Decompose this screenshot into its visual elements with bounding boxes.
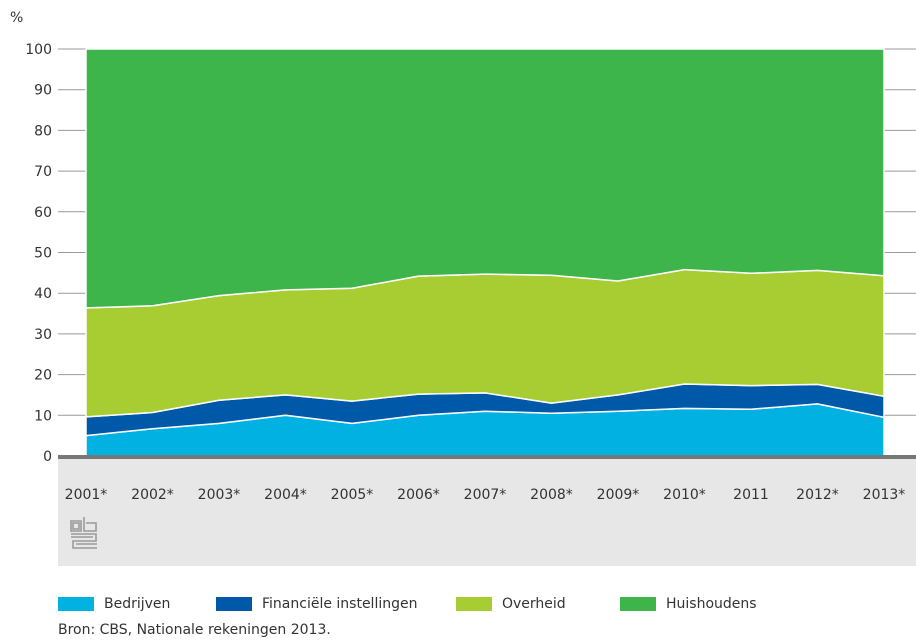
x-tick-label: 2012* bbox=[796, 487, 839, 503]
x-tick-label: 2010* bbox=[663, 487, 706, 503]
y-axis-label: % bbox=[10, 10, 23, 26]
y-tick-label: 0 bbox=[43, 449, 52, 465]
x-tick-label: 2003* bbox=[198, 487, 241, 503]
x-tick-label: 2011 bbox=[733, 487, 769, 503]
y-tick-label: 40 bbox=[34, 286, 52, 302]
area-series bbox=[85, 48, 885, 457]
x-tick-label: 2002* bbox=[131, 487, 174, 503]
x-axis-line bbox=[58, 455, 916, 459]
legend-label: Financiële instellingen bbox=[262, 596, 418, 612]
x-tick-label: 2008* bbox=[530, 487, 573, 503]
legend-label: Overheid bbox=[502, 596, 566, 612]
x-axis-tick-labels: 2001* 2002* 2003* 2004* 2005* 2006* 2007* 2008*… bbox=[65, 487, 906, 503]
y-tick-label: 70 bbox=[34, 164, 52, 180]
area-huishoudens bbox=[85, 48, 885, 309]
x-tick-label: 2009* bbox=[597, 487, 640, 503]
cbs-logo-icon bbox=[70, 517, 97, 549]
y-tick-label: 10 bbox=[34, 408, 52, 424]
legend-item-bedrijven: Bedrijven bbox=[58, 596, 170, 612]
legend-swatch bbox=[456, 597, 492, 611]
y-tick-label: 60 bbox=[34, 205, 52, 221]
x-tick-label: 2013* bbox=[863, 487, 906, 503]
y-tick-label: 20 bbox=[34, 368, 52, 384]
legend-item-financiele-instellingen: Financiële instellingen bbox=[216, 596, 417, 612]
x-tick-label: 2007* bbox=[464, 487, 507, 503]
x-tick-label: 2004* bbox=[264, 487, 307, 503]
y-tick-label: 90 bbox=[34, 83, 52, 99]
x-tick-label: 2005* bbox=[331, 487, 374, 503]
y-tick-label: 30 bbox=[34, 327, 52, 343]
y-tick-label: 80 bbox=[34, 123, 52, 139]
source-note: Bron: CBS, Nationale rekeningen 2013. bbox=[58, 622, 331, 638]
legend-item-huishoudens: Huishoudens bbox=[620, 596, 757, 612]
legend-label: Bedrijven bbox=[104, 596, 171, 612]
legend-swatch bbox=[58, 597, 94, 611]
legend-swatch bbox=[620, 597, 656, 611]
x-tick-label: 2001* bbox=[65, 487, 108, 503]
legend-item-overheid: Overheid bbox=[456, 596, 566, 612]
x-tick-label: 2006* bbox=[397, 487, 440, 503]
legend-label: Huishoudens bbox=[666, 596, 757, 612]
y-axis-tick-labels: 0 10 20 30 40 50 60 70 80 90 100 bbox=[25, 42, 52, 465]
x-axis-band bbox=[58, 456, 916, 566]
y-tick-label: 100 bbox=[25, 42, 52, 58]
legend-swatch bbox=[216, 597, 252, 611]
legend: Bedrijven Financiële instellingen Overhe… bbox=[58, 596, 916, 618]
y-tick-label: 50 bbox=[34, 246, 52, 262]
